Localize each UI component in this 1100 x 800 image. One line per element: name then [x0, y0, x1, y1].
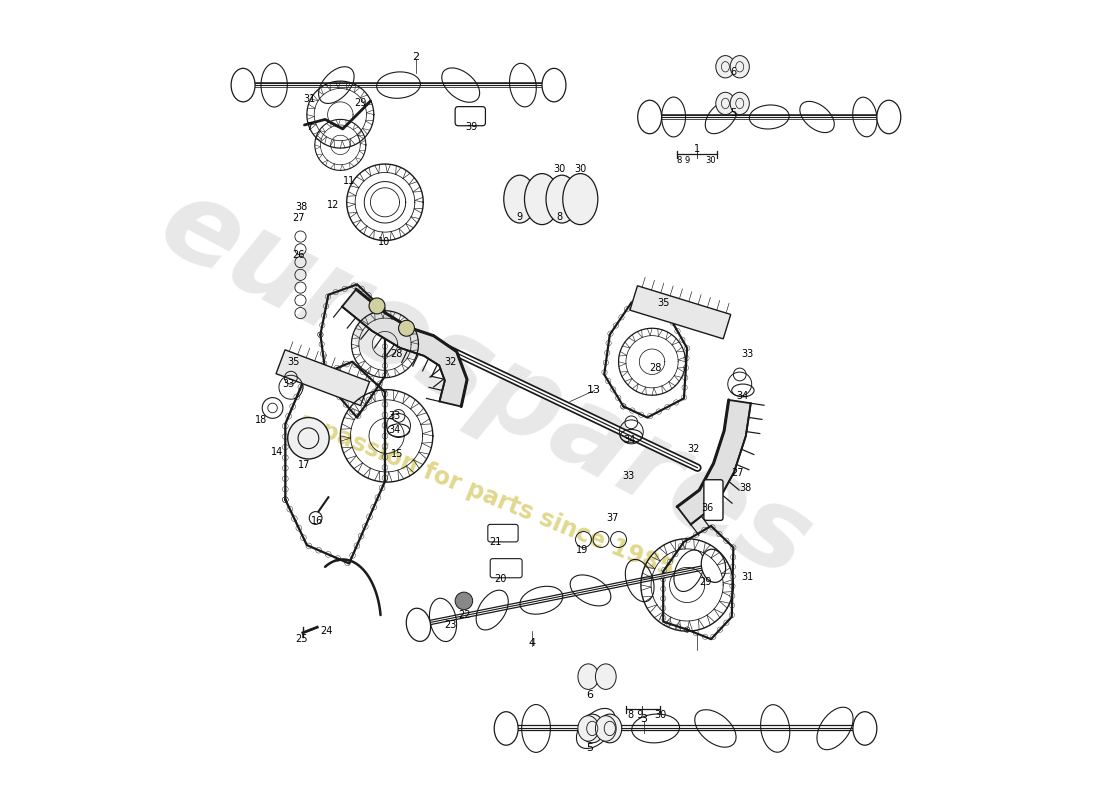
- Ellipse shape: [406, 608, 430, 642]
- Text: 31: 31: [741, 572, 754, 582]
- Ellipse shape: [546, 175, 578, 223]
- Text: 7: 7: [306, 122, 312, 132]
- Text: 32: 32: [444, 357, 456, 366]
- Ellipse shape: [595, 716, 616, 742]
- Ellipse shape: [581, 714, 604, 743]
- Ellipse shape: [563, 174, 597, 225]
- Text: 35: 35: [287, 357, 299, 366]
- Text: 33: 33: [741, 349, 754, 358]
- Text: 30: 30: [653, 710, 667, 720]
- Text: 36: 36: [702, 502, 714, 513]
- Text: 21: 21: [490, 537, 502, 547]
- Circle shape: [368, 298, 385, 314]
- Text: 27: 27: [293, 214, 305, 223]
- Text: 22: 22: [459, 610, 471, 620]
- Text: 33: 33: [388, 411, 400, 421]
- Text: 6: 6: [730, 66, 736, 77]
- Text: 26: 26: [293, 250, 305, 260]
- Text: 27: 27: [732, 468, 744, 478]
- Text: 12: 12: [327, 200, 339, 210]
- Text: 30: 30: [553, 164, 565, 174]
- Text: 30: 30: [574, 164, 586, 174]
- Text: 33: 33: [621, 470, 635, 481]
- Text: 11: 11: [343, 176, 355, 186]
- Ellipse shape: [730, 92, 749, 114]
- Ellipse shape: [730, 55, 749, 78]
- Text: 3: 3: [640, 714, 648, 724]
- Circle shape: [288, 418, 329, 459]
- Text: 17: 17: [298, 460, 310, 470]
- Polygon shape: [678, 400, 751, 525]
- Ellipse shape: [542, 68, 565, 102]
- Text: 13: 13: [586, 386, 601, 395]
- Text: 29: 29: [700, 577, 712, 586]
- Ellipse shape: [494, 712, 518, 745]
- Circle shape: [455, 592, 473, 610]
- Ellipse shape: [504, 175, 536, 223]
- Text: 5: 5: [730, 108, 737, 118]
- Text: 28: 28: [390, 349, 403, 358]
- Polygon shape: [630, 286, 730, 339]
- Text: 8: 8: [557, 212, 562, 222]
- Ellipse shape: [716, 92, 735, 114]
- Text: 1: 1: [694, 144, 700, 154]
- Text: 10: 10: [378, 237, 390, 247]
- Ellipse shape: [877, 100, 901, 134]
- Text: 35: 35: [657, 298, 670, 308]
- Text: 2: 2: [412, 52, 419, 62]
- Text: 38: 38: [295, 202, 307, 212]
- Text: 30: 30: [706, 156, 716, 166]
- Text: 14: 14: [272, 447, 284, 457]
- Ellipse shape: [578, 664, 598, 690]
- Text: 8 9: 8 9: [628, 710, 643, 720]
- Text: 20: 20: [494, 574, 507, 584]
- Ellipse shape: [525, 174, 560, 225]
- Ellipse shape: [578, 716, 598, 742]
- Text: 39: 39: [465, 122, 478, 132]
- Text: 15: 15: [390, 450, 403, 459]
- Text: 25: 25: [295, 634, 308, 644]
- FancyBboxPatch shape: [491, 558, 522, 578]
- Text: 24: 24: [320, 626, 333, 636]
- FancyBboxPatch shape: [455, 106, 485, 126]
- FancyBboxPatch shape: [704, 480, 723, 520]
- Ellipse shape: [638, 100, 661, 134]
- Text: 23: 23: [444, 620, 456, 630]
- Text: 4: 4: [529, 638, 536, 648]
- Text: 38: 38: [739, 482, 751, 493]
- Text: eurospares: eurospares: [142, 166, 830, 602]
- Text: 28: 28: [649, 363, 661, 373]
- Text: 8 9: 8 9: [678, 156, 691, 166]
- Text: 33: 33: [283, 379, 295, 389]
- Circle shape: [309, 512, 322, 524]
- Circle shape: [398, 320, 415, 336]
- Text: 34: 34: [737, 391, 749, 401]
- Text: 29: 29: [354, 98, 366, 109]
- Ellipse shape: [595, 664, 616, 690]
- Text: 31: 31: [304, 94, 316, 104]
- Text: 34: 34: [624, 435, 636, 445]
- Polygon shape: [276, 350, 370, 406]
- Text: 16: 16: [311, 516, 323, 526]
- Ellipse shape: [231, 68, 255, 102]
- Text: 37: 37: [606, 513, 618, 523]
- Ellipse shape: [702, 550, 726, 582]
- Text: 5: 5: [586, 742, 593, 753]
- Text: 32: 32: [688, 445, 700, 454]
- Ellipse shape: [716, 55, 735, 78]
- FancyBboxPatch shape: [152, 2, 948, 798]
- Text: a passion for parts since 1985: a passion for parts since 1985: [295, 409, 678, 582]
- Ellipse shape: [597, 714, 622, 743]
- Ellipse shape: [852, 712, 877, 745]
- Text: 9: 9: [517, 212, 522, 222]
- Text: 19: 19: [575, 545, 589, 555]
- Text: 18: 18: [255, 415, 267, 425]
- Polygon shape: [342, 290, 468, 406]
- Text: 6: 6: [586, 690, 593, 700]
- FancyBboxPatch shape: [487, 524, 518, 542]
- Text: 34: 34: [388, 426, 400, 435]
